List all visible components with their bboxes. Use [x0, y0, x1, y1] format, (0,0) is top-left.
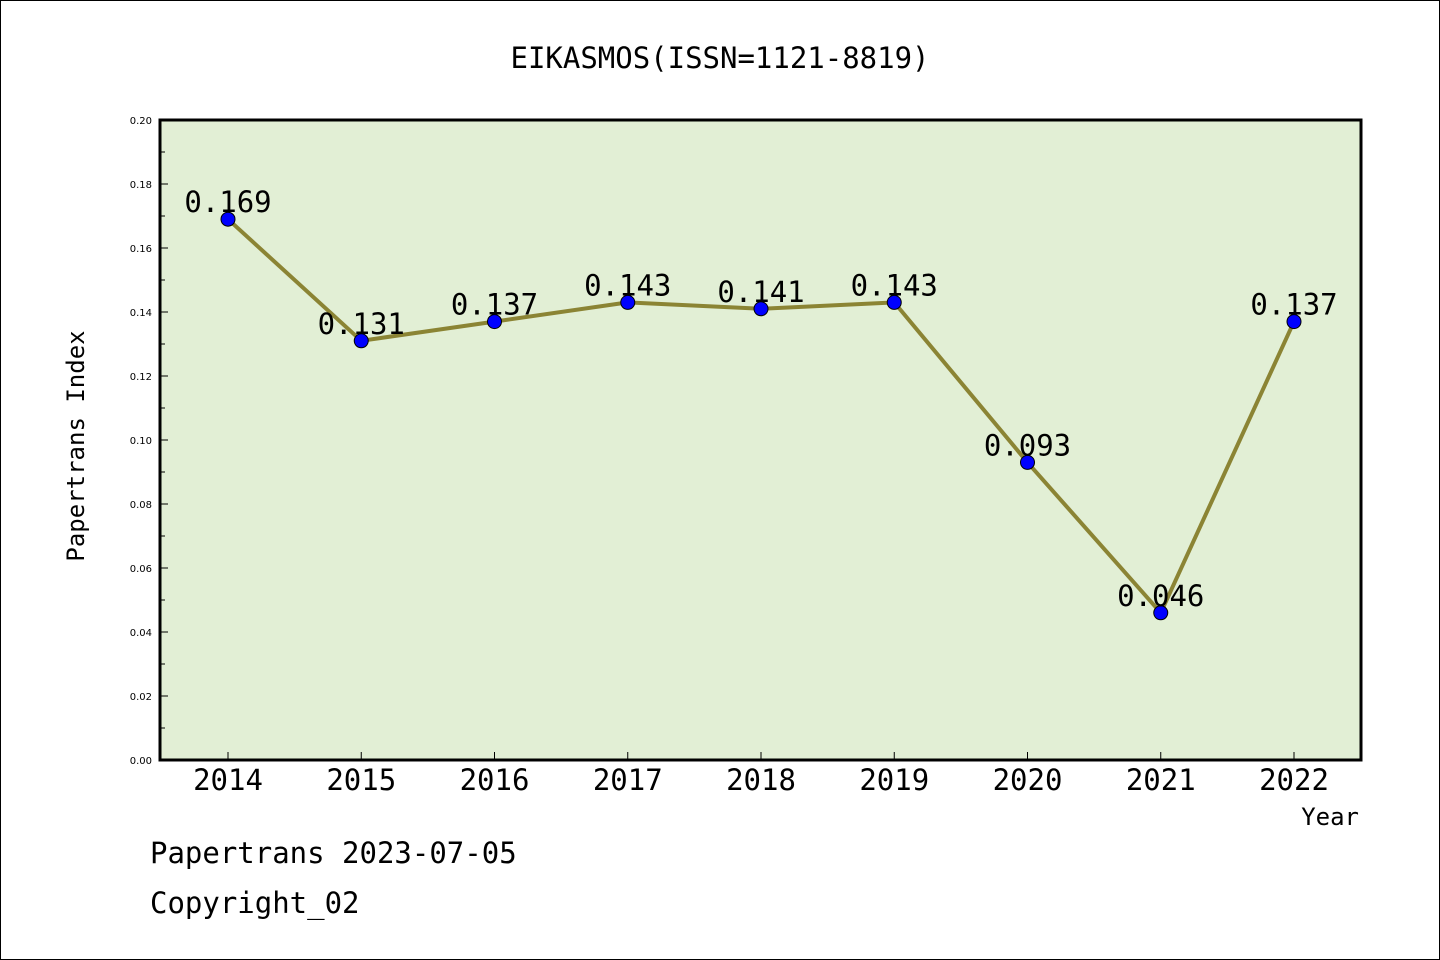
data-point [753, 301, 769, 317]
data-label: 0.143 [851, 268, 938, 302]
x-tick-label: 2022 [1259, 763, 1329, 797]
y-tick-label: 0.08 [130, 500, 152, 511]
x-tick-label: 2015 [326, 763, 396, 797]
data-label: 0.143 [584, 268, 671, 302]
data-label: 0.137 [1250, 288, 1337, 322]
plot-area [158, 118, 1363, 762]
data-point [620, 294, 636, 310]
data-label: 0.141 [717, 275, 804, 309]
data-point [353, 333, 369, 349]
data-point [1286, 314, 1302, 330]
y-axis: 0.00 0.02 0.04 0.06 0.08 0.10 0.12 0.14 0.16 0.18… [130, 116, 168, 767]
y-tick-label: 0.18 [130, 180, 152, 191]
data-point [1153, 605, 1169, 621]
x-tick-label: 2020 [993, 763, 1063, 797]
x-axis: 2014 2015 2016 2017 2018 2019 2020 2021 2022 [193, 752, 1329, 797]
x-tick-label: 2014 [193, 763, 263, 797]
data-label: 0.137 [451, 288, 538, 322]
y-tick-label: 0.04 [130, 628, 152, 639]
x-tick-label: 2018 [726, 763, 796, 797]
y-tick-label: 0.06 [130, 564, 152, 575]
series-layer: 0.169 0.131 0.137 0.143 0.141 0.143 0.093 0.046… [184, 185, 1338, 621]
x-tick-label: 2017 [593, 763, 663, 797]
y-tick-label: 0.16 [130, 244, 152, 255]
data-label: 0.169 [184, 185, 271, 219]
y-tick-label: 0.14 [130, 308, 152, 319]
y-tick-label: 0.12 [130, 372, 152, 383]
footer-copyright: Copyright_02 [150, 886, 360, 920]
y-tick-label: 0.20 [130, 116, 152, 127]
x-tick-label: 2021 [1126, 763, 1196, 797]
y-axis-label: Papertrans Index [62, 330, 90, 561]
x-tick-label: 2016 [460, 763, 530, 797]
y-tick-label: 0.00 [130, 756, 152, 767]
data-point [886, 294, 902, 310]
data-point [220, 211, 236, 227]
chart-title: EIKASMOS(ISSN=1121-8819) [510, 41, 929, 75]
data-label: 0.131 [318, 307, 405, 341]
y-tick-label: 0.02 [130, 692, 152, 703]
data-point [1020, 454, 1035, 470]
y-tick-label: 0.10 [130, 436, 152, 447]
data-point [487, 314, 502, 330]
data-label: 0.093 [984, 428, 1071, 462]
x-tick-label: 2019 [859, 763, 929, 797]
data-label: 0.046 [1117, 579, 1204, 613]
footer-date-line: Papertrans 2023-07-05 [150, 836, 517, 870]
x-axis-label: Year [1301, 803, 1359, 831]
